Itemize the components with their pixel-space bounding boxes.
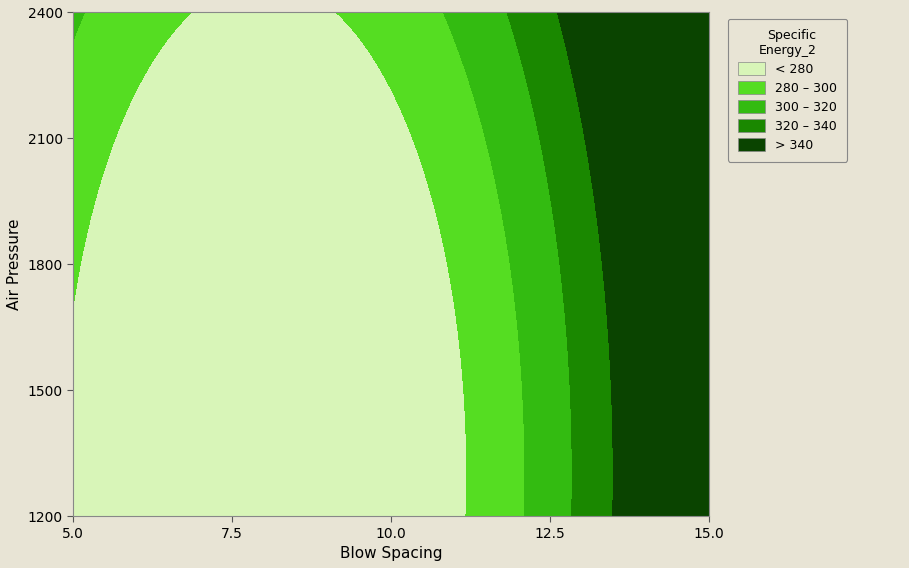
- Legend: < 280, 280 – 300, 300 – 320, 320 – 340, > 340: < 280, 280 – 300, 300 – 320, 320 – 340, …: [728, 19, 847, 162]
- Y-axis label: Air Pressure: Air Pressure: [7, 219, 22, 310]
- X-axis label: Blow Spacing: Blow Spacing: [340, 546, 443, 561]
